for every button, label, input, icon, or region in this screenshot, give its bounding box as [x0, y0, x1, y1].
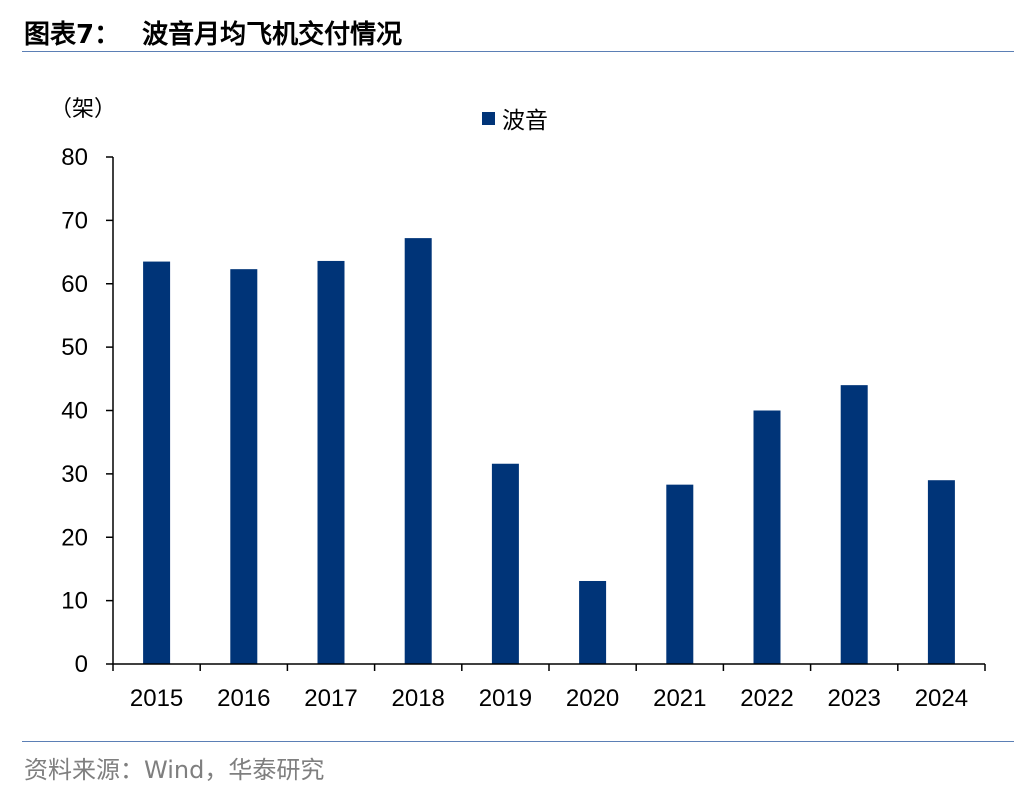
legend-label: 波音 [502, 108, 548, 134]
figure-number: 图表7： [24, 20, 121, 50]
bar-2015 [143, 261, 171, 664]
y-axis-ticks: 0 10 20 30 40 50 60 70 80 [61, 144, 113, 678]
y-tick-label: 10 [61, 588, 88, 615]
bar-2024 [927, 480, 955, 664]
title-divider [22, 51, 1014, 52]
y-tick-label: 60 [61, 271, 88, 298]
x-tick-label: 2015 [130, 685, 183, 712]
y-tick-label: 0 [75, 651, 88, 678]
x-tick-label: 2019 [479, 685, 532, 712]
legend-swatch [482, 112, 495, 125]
y-tick-label: 20 [61, 524, 88, 551]
y-tick-label: 70 [61, 207, 88, 234]
y-tick-label: 30 [61, 461, 88, 488]
bar-2018 [404, 238, 432, 664]
x-tick-label: 2017 [304, 685, 357, 712]
bar-2020 [579, 580, 607, 664]
bar-2023 [840, 385, 868, 664]
y-tick-label: 40 [61, 398, 88, 425]
bar-2017 [317, 260, 345, 664]
figure-title: 图表7： 波音月均飞机交付情况 [24, 14, 402, 51]
x-tick-label: 2016 [217, 685, 270, 712]
bar-2022 [753, 410, 781, 664]
x-tick-label: 2020 [566, 685, 619, 712]
x-tick-label: 2024 [915, 685, 968, 712]
y-axis-unit: （架） [50, 97, 116, 122]
bar-2019 [491, 463, 519, 664]
x-tick-label: 2022 [740, 685, 793, 712]
legend: 波音 [482, 108, 548, 134]
y-tick-label: 80 [61, 144, 88, 171]
source-note: 资料来源：Wind，华泰研究 [24, 756, 325, 784]
bar-2016 [230, 269, 258, 664]
x-tick-label: 2023 [828, 685, 881, 712]
bar-2021 [666, 484, 694, 664]
x-axis-ticks: 2015 2016 2017 2018 2019 2020 2021 2022 2023 2024 [112, 664, 986, 712]
bar-group [143, 238, 955, 664]
footer-divider [22, 741, 1014, 742]
x-tick-label: 2018 [392, 685, 445, 712]
x-tick-label: 2021 [653, 685, 706, 712]
figure-title-text: 波音月均飞机交付情况 [142, 20, 403, 50]
y-tick-label: 50 [61, 334, 88, 361]
